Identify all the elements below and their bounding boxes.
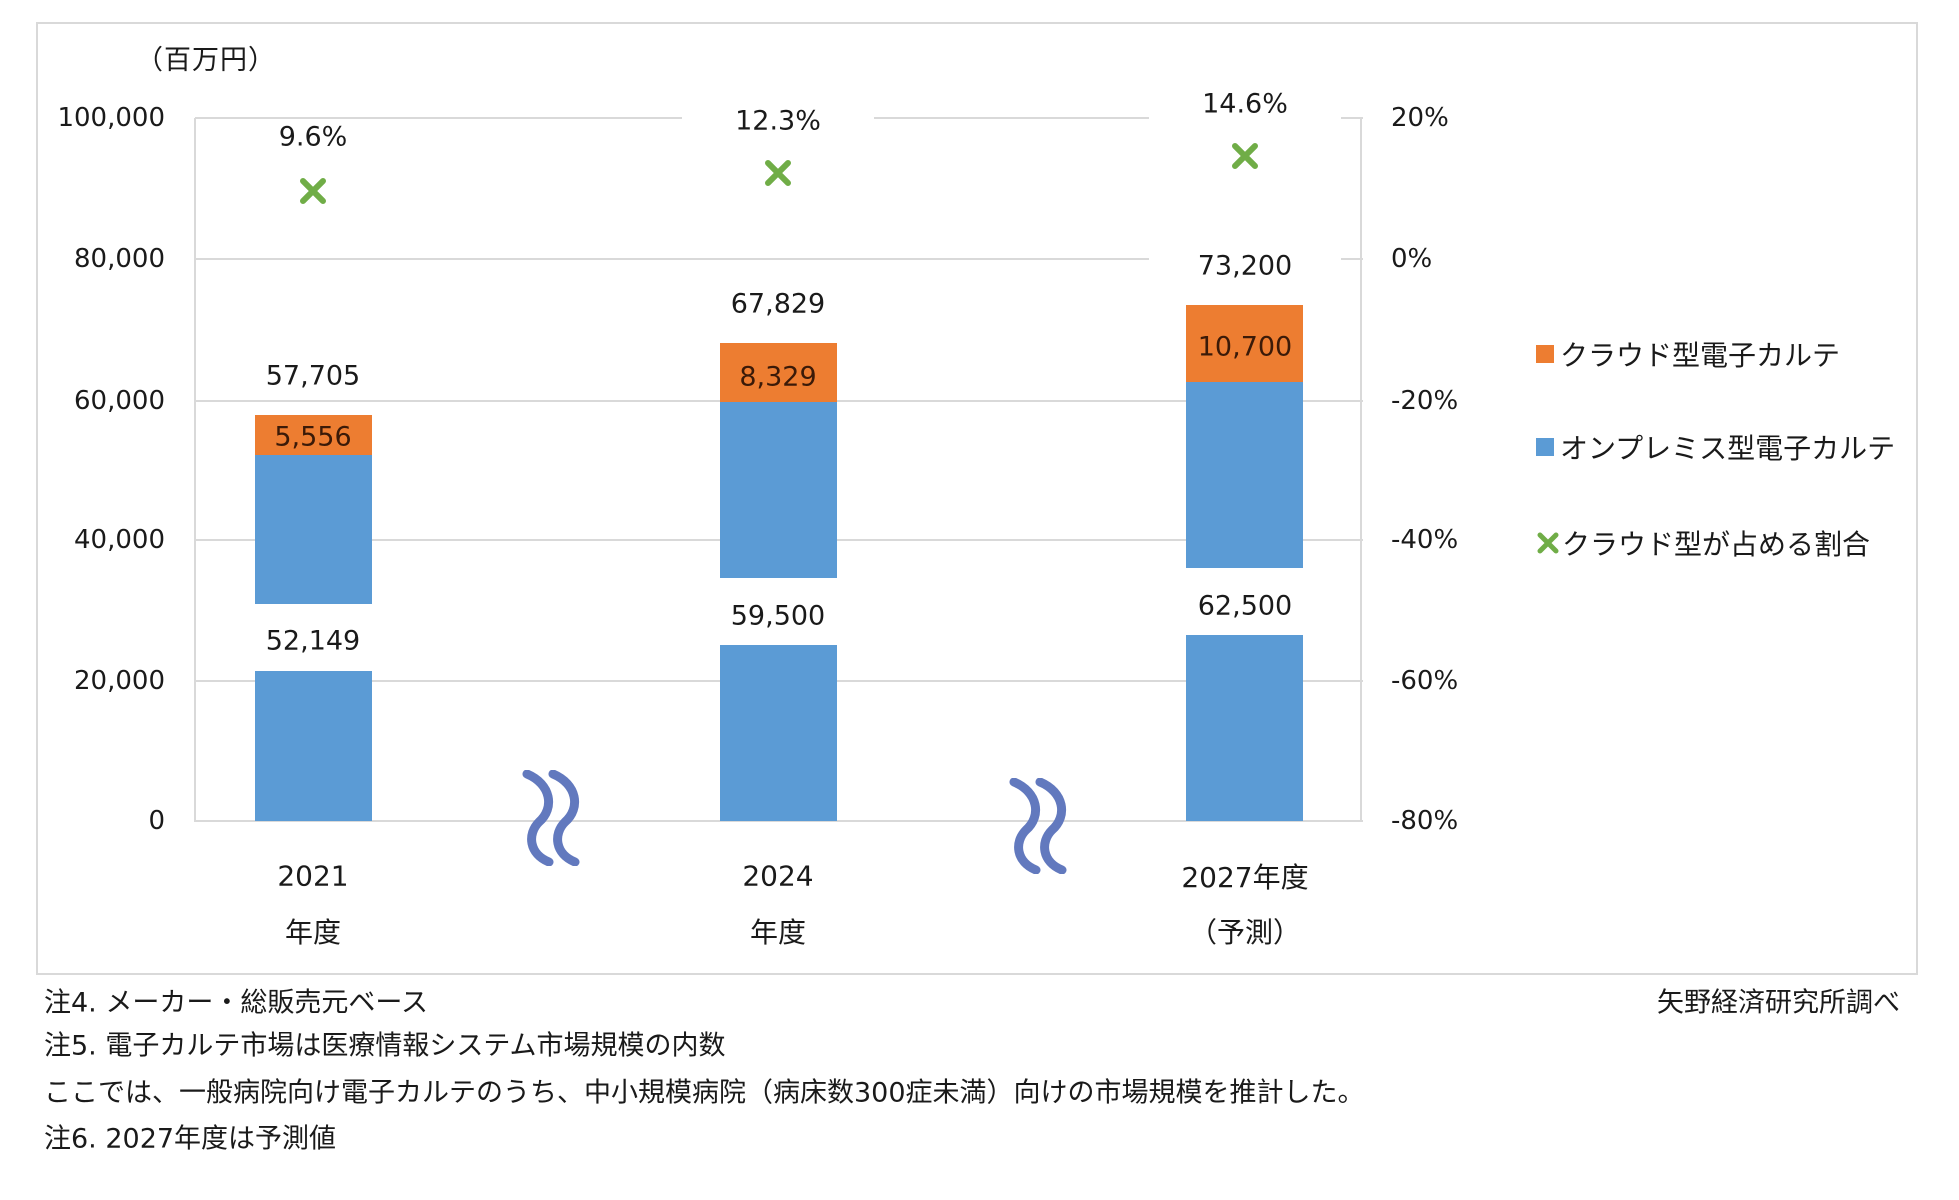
category-label-2024: 2024 bbox=[742, 859, 814, 893]
y-tick: 100,000 bbox=[57, 103, 165, 133]
category-sublabel-2021: 年度 bbox=[284, 916, 341, 949]
legend-label: クラウド型が占める割合 bbox=[1562, 528, 1871, 561]
legend-label: クラウド型電子カルテ bbox=[1560, 339, 1841, 372]
share-marker-x-icon bbox=[1232, 143, 1258, 169]
legend-label: オンプレミス型電子カルテ bbox=[1560, 432, 1896, 465]
share-label-2024: 12.3% bbox=[682, 105, 874, 137]
bar-onprem-lower-2027 bbox=[1186, 635, 1303, 821]
category-sublabel-2027: （予測） bbox=[1188, 916, 1301, 949]
bar-cloud-2024 bbox=[720, 343, 837, 402]
y-tick: 0 bbox=[148, 806, 165, 836]
total-label-2024: 67,829 bbox=[682, 288, 874, 320]
note-5: 注5. 電子カルテ市場は医療情報システム市場規模の内数 bbox=[44, 1030, 726, 1062]
y2-axis-line bbox=[1360, 118, 1362, 822]
note-6: 注6. 2027年度は予測値 bbox=[44, 1123, 337, 1155]
gridline-0 bbox=[195, 820, 1363, 822]
bar-cloud-2027 bbox=[1186, 305, 1303, 382]
y-tick: 60,000 bbox=[74, 386, 165, 416]
y2-tick: 0% bbox=[1391, 244, 1433, 274]
axis-break-wave-icon bbox=[522, 770, 580, 866]
total-label-2021: 57,705 bbox=[217, 360, 409, 392]
y-tick: 20,000 bbox=[74, 666, 165, 696]
gridline-80000 bbox=[195, 258, 1363, 260]
legend-swatch-blue-icon bbox=[1536, 438, 1554, 456]
onprem-label-2027: 62,500 bbox=[1149, 590, 1341, 622]
y-axis-line bbox=[194, 118, 196, 822]
share-marker-x-icon bbox=[300, 178, 326, 204]
bar-onprem-lower-2024 bbox=[720, 645, 837, 821]
cloud-label-2024: 8,329 bbox=[739, 361, 817, 393]
onprem-label-2024: 59,500 bbox=[682, 600, 874, 632]
y2-tick: -20% bbox=[1391, 386, 1459, 416]
share-marker-x-icon bbox=[765, 160, 791, 186]
bar-onprem-upper-2024 bbox=[720, 402, 837, 578]
y-tick: 40,000 bbox=[74, 525, 165, 555]
axis-break-wave-icon bbox=[1009, 778, 1067, 874]
source-credit: 矢野経済研究所調べ bbox=[1657, 987, 1900, 1019]
category-label-2021: 2021 bbox=[277, 859, 349, 893]
y2-tick: -40% bbox=[1391, 525, 1459, 555]
bar-cloud-2021 bbox=[255, 415, 372, 455]
legend-item-cloud: クラウド型電子カルテ bbox=[1536, 334, 1840, 374]
onprem-label-2021: 52,149 bbox=[217, 625, 409, 657]
y2-tick: -80% bbox=[1391, 806, 1459, 836]
legend-x-marker-icon bbox=[1537, 532, 1559, 554]
note-5-detail: ここでは、一般病院向け電子カルテのうち、中小規模病院（病床数300症未満）向けの… bbox=[44, 1077, 1365, 1109]
bar-onprem-upper-2027 bbox=[1186, 382, 1303, 568]
note-4: 注4. メーカー・総販売元ベース bbox=[44, 987, 428, 1019]
share-label-2027: 14.6% bbox=[1149, 88, 1341, 120]
bar-onprem-upper-2021 bbox=[255, 455, 372, 604]
category-sublabel-2024: 年度 bbox=[749, 916, 806, 949]
legend-item-share: クラウド型が占める割合 bbox=[1536, 523, 1870, 563]
y-tick: 80,000 bbox=[74, 244, 165, 274]
y2-tick: 20% bbox=[1391, 103, 1449, 133]
category-label-2027: 2027年度 bbox=[1181, 861, 1309, 894]
y2-tick: -60% bbox=[1391, 666, 1459, 696]
bar-onprem-lower-2021 bbox=[255, 671, 372, 821]
y-axis-unit-label: （百万円） bbox=[136, 45, 276, 76]
legend-item-onprem: オンプレミス型電子カルテ bbox=[1536, 427, 1895, 467]
legend-swatch-orange-icon bbox=[1536, 345, 1554, 363]
share-label-2021: 9.6% bbox=[217, 121, 409, 153]
total-label-2027: 73,200 bbox=[1149, 250, 1341, 282]
cloud-label-2021: 5,556 bbox=[274, 421, 352, 453]
cloud-label-2027: 10,700 bbox=[1197, 331, 1293, 363]
